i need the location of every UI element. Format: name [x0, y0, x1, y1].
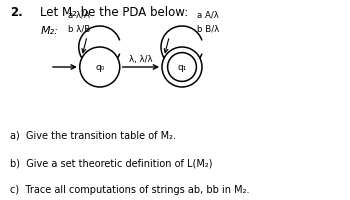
- Text: λ, λ/λ: λ, λ/λ: [129, 55, 153, 64]
- Text: 2.: 2.: [10, 6, 23, 19]
- Ellipse shape: [80, 47, 120, 87]
- Text: q₁: q₁: [177, 62, 187, 72]
- Text: Let M₂ be the PDA below:: Let M₂ be the PDA below:: [40, 6, 189, 19]
- Text: a A/λ: a A/λ: [197, 11, 219, 20]
- Text: q₀: q₀: [95, 62, 104, 72]
- Text: b B/λ: b B/λ: [197, 24, 219, 33]
- Text: M₂:: M₂:: [40, 26, 58, 36]
- Ellipse shape: [162, 47, 202, 87]
- Text: a)  Give the transition table of M₂.: a) Give the transition table of M₂.: [10, 131, 176, 141]
- Text: b λ/B: b λ/B: [68, 24, 90, 33]
- Text: b)  Give a set theoretic definition of L(M₂): b) Give a set theoretic definition of L(…: [10, 158, 213, 168]
- Text: c)  Trace all computations of strings ab, bb in M₂.: c) Trace all computations of strings ab,…: [10, 185, 250, 195]
- Text: a λ/A: a λ/A: [68, 11, 90, 20]
